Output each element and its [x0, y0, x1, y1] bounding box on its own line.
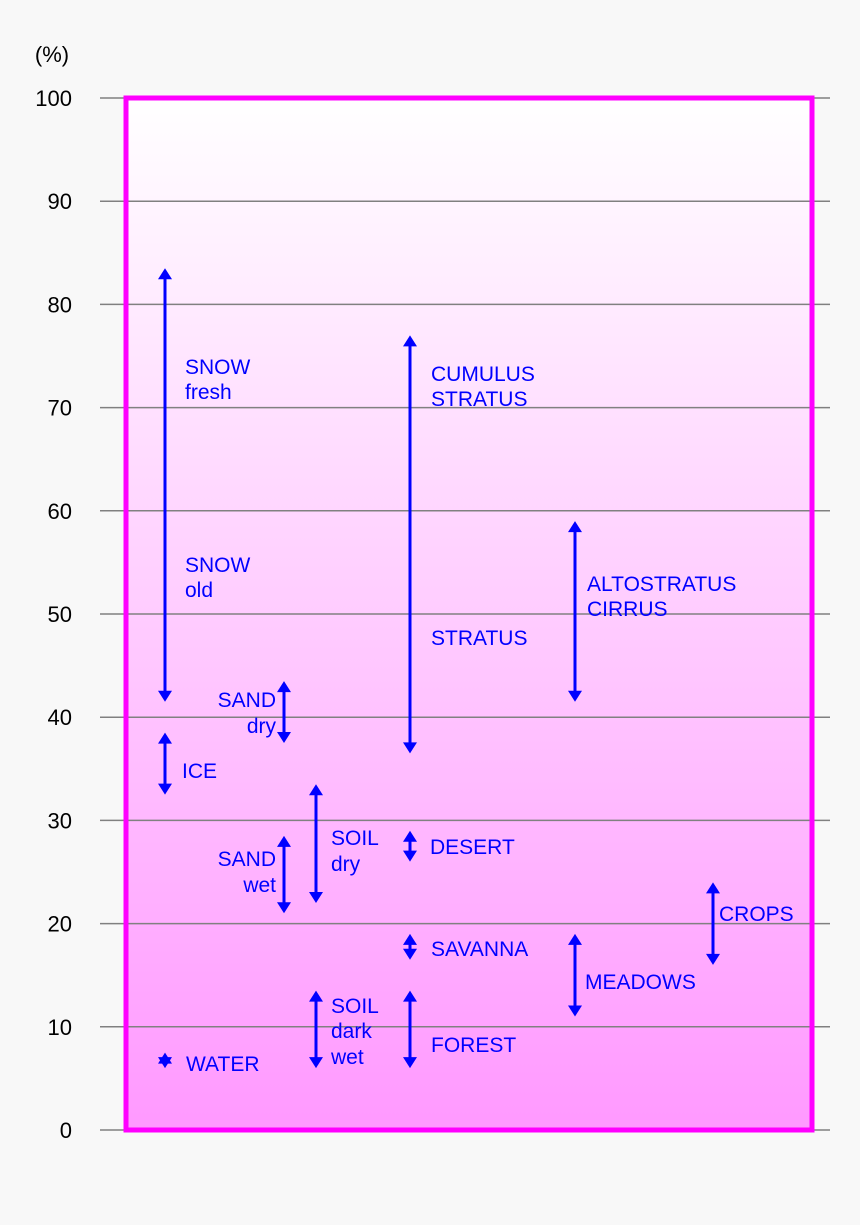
y-axis-ticks: 0 10 20 30 40 50 60 70 80 90 100 [35, 86, 72, 1143]
sand-dry-label: dry [247, 715, 277, 738]
savanna-arrow-head-top [403, 933, 417, 945]
crops-label: CROPS [719, 903, 794, 926]
savanna-range-arrow [403, 933, 417, 960]
savanna-label: SAVANNA [431, 938, 528, 961]
crops-arrow-head-bottom [706, 953, 720, 965]
forest-range-arrow [403, 990, 417, 1069]
altostratus-cirrus-range-arrow [568, 521, 582, 702]
y-tick-label: 80 [48, 292, 72, 317]
y-tick-label: 60 [48, 499, 72, 524]
sand-wet-arrow-head-bottom [277, 902, 291, 914]
ice-range-arrow [158, 732, 172, 795]
meadows-arrow-head-top [568, 933, 582, 945]
altostratus-cirrus-arrow-head-bottom [568, 690, 582, 702]
sand-wet-arrow-head-top [277, 835, 291, 847]
cumulus-stratus-label: STRATUS [431, 388, 527, 411]
sand-dry-arrow-head-bottom [277, 732, 291, 743]
sand-dry-arrow-head-top [277, 681, 291, 693]
cumulus-stratus-arrow-head-bottom [403, 742, 417, 754]
meadows-range-arrow [568, 933, 582, 1017]
y-axis-label: (%) [35, 42, 69, 67]
snow-label: SNOW [185, 356, 251, 379]
ice-arrow-head-bottom [158, 783, 172, 795]
ice-label: ICE [182, 760, 217, 783]
sand-wet-label: SAND [218, 848, 276, 871]
water-range-arrow [158, 1052, 172, 1069]
cumulus-stratus-label: CUMULUS [431, 363, 535, 386]
y-tick-label: 20 [48, 912, 72, 937]
sand-dry-label: SAND [218, 689, 276, 712]
crops-range-arrow [706, 882, 720, 965]
y-tick-label: 30 [48, 808, 72, 833]
soil-dry-arrow-head-top [309, 784, 323, 796]
soil-dry-range-arrow [309, 784, 323, 903]
crops-arrow-head-top [706, 882, 720, 894]
y-tick-label: 50 [48, 602, 72, 627]
soil-dry-arrow-head-bottom [309, 891, 323, 903]
soil-dark-wet-arrow-head-top [309, 990, 323, 1002]
soil-dry-label: SOIL [331, 827, 379, 850]
snow-arrow-head-bottom [158, 690, 172, 702]
meadows-arrow-head-bottom [568, 1005, 582, 1017]
desert-arrow-head-top [403, 830, 417, 842]
soil-dark-wet-label: dark [331, 1020, 372, 1043]
cumulus-stratus-arrow-head-top [403, 335, 417, 347]
altostratus-cirrus-label: CIRRUS [587, 598, 668, 621]
soil-dry-label: dry [331, 853, 361, 876]
desert-label: DESERT [430, 836, 515, 859]
y-tick-label: 70 [48, 396, 72, 421]
range-arrows [158, 268, 720, 1069]
snow-label: fresh [185, 381, 232, 404]
sand-wet-range-arrow [277, 835, 291, 914]
savanna-arrow-head-bottom [403, 948, 417, 960]
altostratus-cirrus-arrow-head-top [568, 521, 582, 533]
cumulus-stratus-range-arrow [403, 335, 417, 754]
sand-wet-label: wet [242, 874, 276, 897]
plot-frame [123, 95, 815, 1133]
forest-arrow-head-bottom [403, 1057, 417, 1069]
snow-arrow-head-top [158, 268, 172, 280]
range-labels: SNOWfreshSNOWoldSANDdryICESOILdrySANDwet… [182, 356, 794, 1076]
water-label: WATER [186, 1053, 260, 1076]
soil-dark-wet-range-arrow [309, 990, 323, 1069]
snow-label: old [185, 579, 213, 602]
soil-dark-wet-label: SOIL [331, 995, 379, 1018]
altostratus-cirrus-label: ALTOSTRATUS [587, 573, 736, 596]
ice-arrow-head-top [158, 732, 172, 744]
soil-dark-wet-label: wet [330, 1046, 364, 1069]
forest-label: FOREST [431, 1034, 516, 1057]
y-tick-label: 40 [48, 705, 72, 730]
desert-arrow-head-bottom [403, 850, 417, 862]
cumulus-stratus-label: STRATUS [431, 627, 527, 650]
y-tick-label: 100 [35, 86, 72, 111]
forest-arrow-head-top [403, 990, 417, 1002]
sand-dry-range-arrow [277, 681, 291, 743]
soil-dark-wet-arrow-head-bottom [309, 1057, 323, 1069]
meadows-label: MEADOWS [585, 971, 696, 994]
water-arrow-head-bottom [158, 1057, 172, 1069]
snow-label: SNOW [185, 554, 251, 577]
y-tick-label: 10 [48, 1015, 72, 1040]
desert-range-arrow [403, 830, 417, 862]
y-tick-label: 0 [60, 1118, 72, 1143]
snow-range-arrow [158, 268, 172, 702]
y-tick-label: 90 [48, 189, 72, 214]
